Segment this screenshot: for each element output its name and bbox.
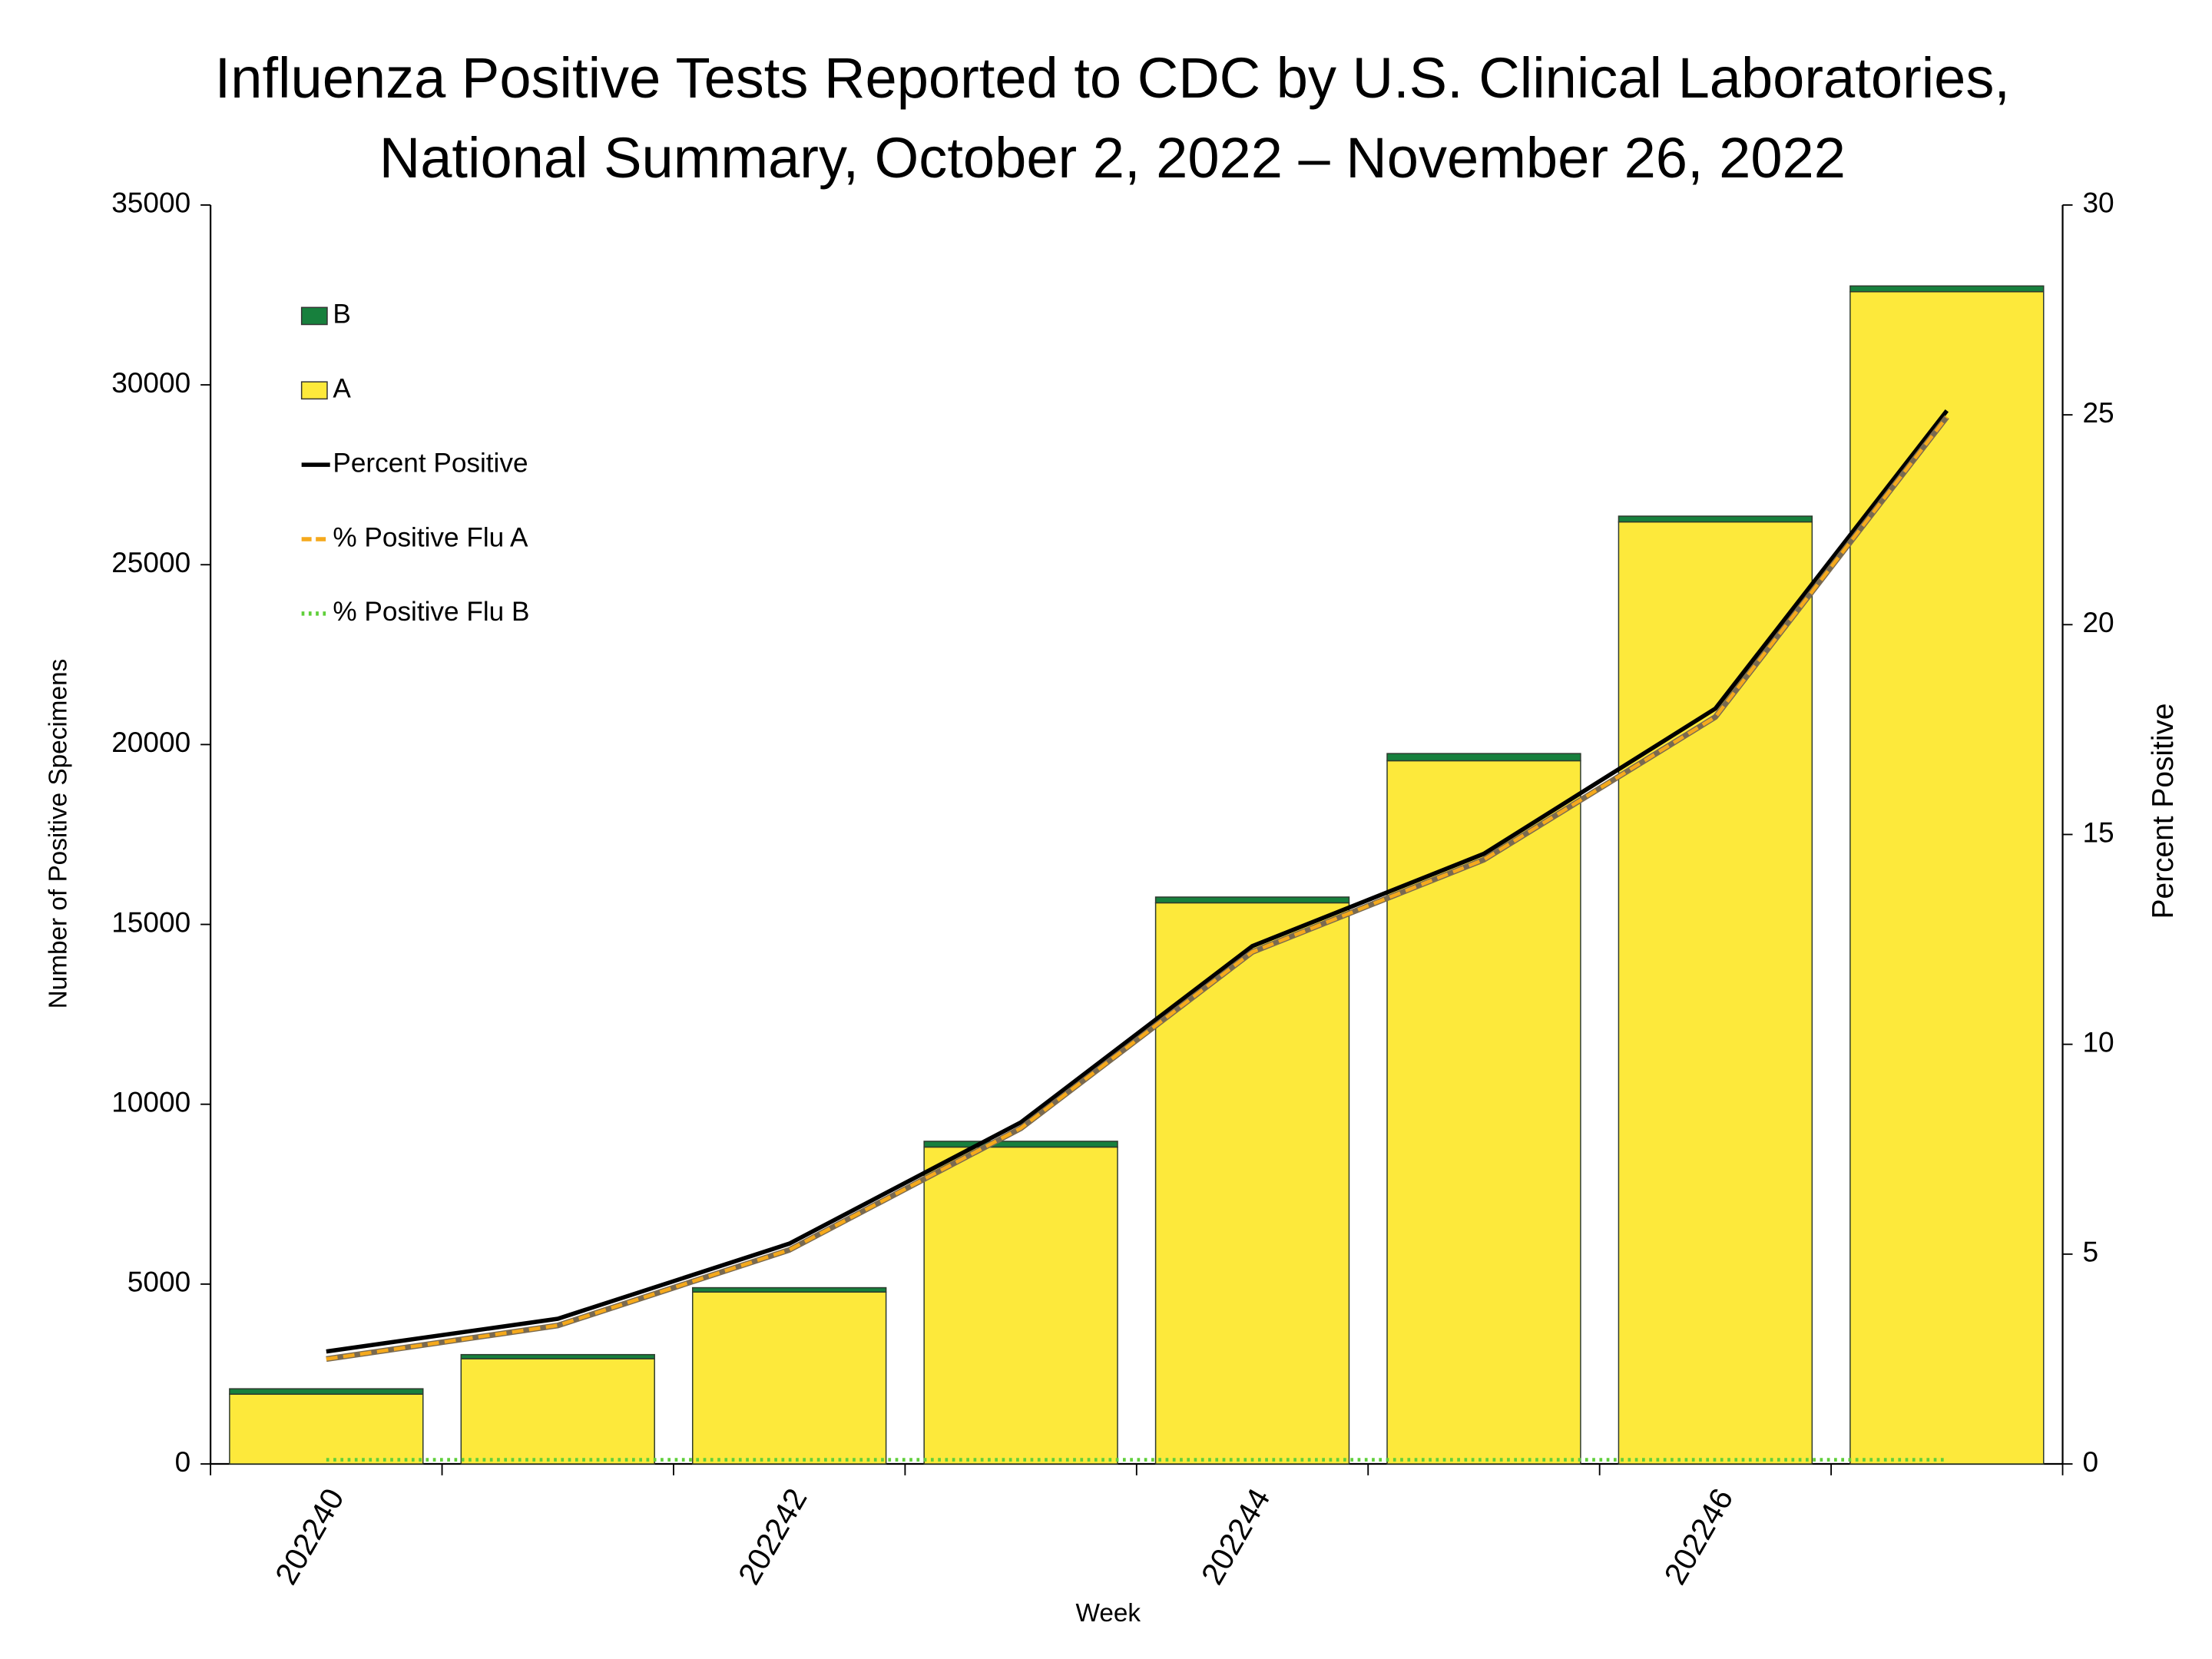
y-tick-label: 20000 bbox=[111, 726, 190, 758]
legend-swatch bbox=[300, 381, 328, 400]
chart-title: Influenza Positive Tests Reported to CDC… bbox=[215, 46, 2010, 110]
y-tick-label: 10000 bbox=[111, 1085, 190, 1118]
x-tick-label: 202242 bbox=[731, 1482, 814, 1591]
y2-tick-label: 20 bbox=[2082, 606, 2114, 638]
bar bbox=[923, 1146, 1118, 1465]
legend-label: % Positive Flu B bbox=[333, 597, 529, 627]
legend-label: % Positive Flu A bbox=[333, 522, 528, 552]
bar bbox=[229, 1388, 424, 1395]
x-axis-label: Week bbox=[1075, 1599, 1141, 1628]
bar bbox=[1849, 285, 2045, 293]
bar bbox=[1618, 521, 1813, 1465]
bar bbox=[923, 1141, 1118, 1148]
x-tick-label: 202244 bbox=[1194, 1482, 1277, 1591]
bar bbox=[691, 1286, 887, 1293]
y-axis-label: Number of Positive Specimens bbox=[45, 659, 73, 1009]
chart-title: National Summary, October 2, 2022 – Nove… bbox=[379, 126, 1846, 190]
bar bbox=[691, 1291, 887, 1465]
bar bbox=[1386, 760, 1581, 1465]
y2-tick-label: 0 bbox=[2082, 1445, 2098, 1478]
y-tick-label: 35000 bbox=[111, 187, 190, 219]
bar bbox=[1154, 896, 1350, 904]
legend-label: B bbox=[333, 300, 350, 329]
y-tick-label: 30000 bbox=[111, 366, 190, 399]
bar bbox=[460, 1353, 655, 1359]
bar bbox=[229, 1393, 424, 1465]
y2-axis-label: Percent Positive bbox=[2147, 703, 2180, 919]
y2-tick-label: 5 bbox=[2082, 1236, 2098, 1268]
y2-tick-label: 15 bbox=[2082, 816, 2114, 848]
y2-tick-label: 30 bbox=[2082, 187, 2114, 219]
x-tick-label: 202240 bbox=[268, 1482, 351, 1591]
legend-label: A bbox=[333, 374, 351, 404]
legend-label: Percent Positive bbox=[333, 448, 528, 478]
y-tick-label: 5000 bbox=[127, 1266, 190, 1298]
y-tick-label: 15000 bbox=[111, 906, 190, 938]
y2-tick-label: 10 bbox=[2082, 1025, 2114, 1058]
x-tick-label: 202246 bbox=[1657, 1482, 1740, 1591]
legend-swatch bbox=[300, 306, 328, 326]
bar bbox=[1618, 515, 1813, 523]
bar bbox=[1849, 291, 2045, 1465]
y-tick-label: 0 bbox=[175, 1445, 191, 1478]
y-tick-label: 25000 bbox=[111, 546, 190, 578]
line bbox=[326, 409, 1949, 1354]
bar bbox=[1386, 753, 1581, 762]
bar bbox=[460, 1358, 655, 1465]
bar bbox=[1154, 902, 1350, 1465]
y2-tick-label: 25 bbox=[2082, 396, 2114, 429]
line bbox=[326, 416, 1949, 1361]
